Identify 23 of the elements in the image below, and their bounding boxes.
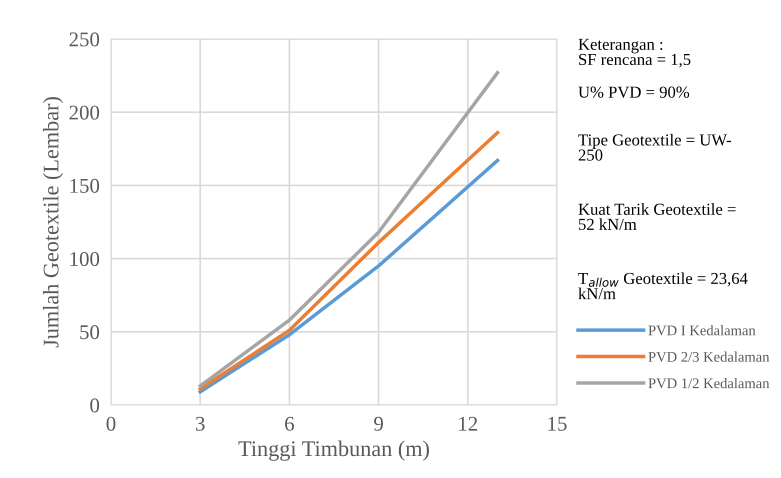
x-tick-label: 3: [196, 416, 205, 431]
line-series: [198, 70, 500, 388]
text: Keterangan : SF rencana = 1,5: [578, 38, 690, 68]
y-tick-label: 250: [70, 32, 100, 46]
y-tick-label: 0: [90, 398, 100, 412]
x-axis-title: Tinggi Timbunan (m): [238, 440, 429, 461]
text: Kuat Tarik Geotextile = 52 kN/m: [578, 203, 736, 230]
y-tick-label: 150: [70, 178, 100, 193]
x-tick-label: 15: [548, 416, 567, 431]
text: U% PVD = 90%: [578, 86, 690, 98]
legend-label: PVD 2/3 Kedalaman: [648, 352, 770, 362]
legend-label: PVD I Kedalaman: [648, 325, 756, 336]
x-tick-label: 12: [459, 416, 478, 431]
y-tick-label: 100: [70, 252, 100, 266]
y-tick-label: 200: [70, 106, 100, 120]
y-tick-label: 50: [80, 325, 100, 340]
x-tick-label: 6: [285, 416, 294, 431]
legend-label: PVD 1/2 Kedalaman: [648, 378, 770, 388]
text: T$_{allow}$ Geotextile = 23,64 kN/m: [578, 272, 748, 300]
text: Tipe Geotextile = UW- 250: [578, 134, 732, 161]
y-axis-title: Jumlah Geotextile (Lembar): [42, 97, 64, 348]
x-tick-label: 9: [374, 416, 383, 431]
x-tick-label: 0: [106, 416, 116, 431]
